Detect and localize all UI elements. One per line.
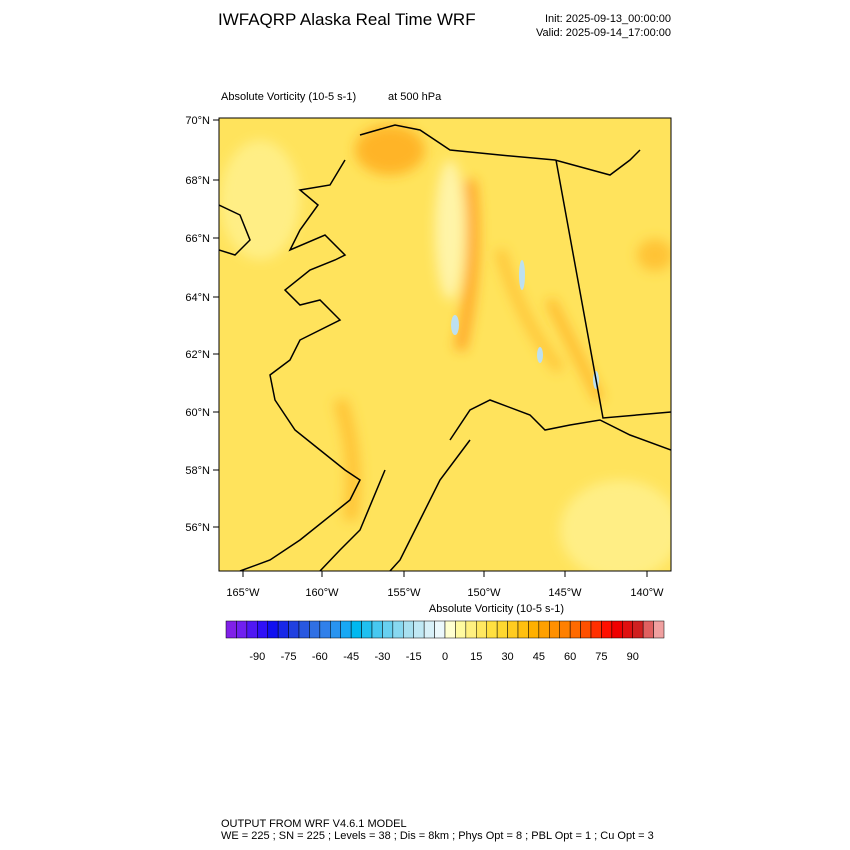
colorbar-box (528, 620, 540, 639)
lon-label: 145°W (548, 587, 582, 599)
colorbar-tick-label: 30 (501, 651, 513, 663)
colorbar-box (267, 620, 279, 639)
colorbar-tick-label: 45 (533, 651, 545, 663)
lat-label: 70°N (185, 115, 210, 127)
colorbar-tick-label: 15 (470, 651, 482, 663)
footer-line: WE = 225 ; SN = 225 ; Levels = 38 ; Dis … (221, 830, 654, 842)
colorbar-tick-label: -60 (312, 651, 328, 663)
colorbar-box (371, 620, 383, 639)
lon-label: 160°W (305, 587, 339, 599)
colorbar-box (350, 620, 362, 639)
lat-label: 62°N (185, 349, 210, 361)
colorbar-box (413, 620, 425, 639)
colorbar-box (288, 620, 300, 639)
colorbar-box (392, 620, 404, 639)
init-time: Init: 2025-09-13_00:00:00 (545, 13, 671, 25)
lat-label: 66°N (185, 233, 210, 245)
colorbar-tick-label: 90 (627, 651, 639, 663)
colorbar-box (517, 620, 529, 639)
map-frame (218, 117, 672, 572)
colorbar-box (622, 620, 633, 639)
colorbar-box (246, 620, 258, 639)
level-label: at 500 hPa (388, 91, 442, 103)
colorbar-box (298, 620, 310, 639)
colorbar-tick-label: 60 (564, 651, 576, 663)
colorbar-box (486, 620, 498, 639)
colorbar-box (507, 620, 519, 639)
lon-label: 140°W (630, 587, 664, 599)
colorbar-box (361, 620, 373, 639)
colorbar-tick-label: 0 (442, 651, 448, 663)
map-field (219, 118, 671, 571)
colorbar-box (236, 620, 248, 639)
title: IWFAQRP Alaska Real Time WRF (218, 10, 476, 29)
colorbar-box (403, 620, 414, 639)
colorbar-tick-label: 75 (595, 651, 607, 663)
colorbar-box (257, 620, 268, 639)
colorbar-box (330, 620, 341, 639)
colorbar-box (434, 620, 446, 639)
lon-label: 165°W (226, 587, 260, 599)
colorbar-box (423, 620, 435, 639)
colorbar-box (309, 620, 321, 639)
lat-label: 56°N (185, 522, 210, 534)
colorbar-box (580, 620, 592, 639)
colorbar-box (632, 620, 644, 639)
coastlines (219, 124, 671, 571)
colorbar-box (382, 620, 394, 639)
colorbar-box (476, 620, 487, 639)
lat-label: 64°N (185, 292, 210, 304)
lat-label: 60°N (185, 407, 210, 419)
colorbar-box (601, 620, 613, 639)
colorbar-box (611, 620, 623, 639)
colorbar-box (455, 620, 467, 639)
colorbar-box (642, 620, 654, 639)
colorbar-box (538, 620, 550, 639)
lon-label: 155°W (387, 587, 421, 599)
colorbar-box (444, 620, 456, 639)
colorbar-tick-label: -90 (249, 651, 265, 663)
colorbar-box (549, 620, 560, 639)
colorbar-tick-label: -15 (406, 651, 422, 663)
lon-label: 150°W (467, 587, 501, 599)
colorbar-box (340, 620, 352, 639)
colorbar-box (225, 620, 237, 639)
colorbar-box (496, 620, 508, 639)
colorbar-tick-label: -45 (343, 651, 359, 663)
lat-label: 68°N (185, 175, 210, 187)
colorbar-box (569, 620, 581, 639)
lat-label: 58°N (185, 465, 210, 477)
colorbar-tick-label: -30 (374, 651, 390, 663)
colorbar-box (590, 620, 602, 639)
colorbar-box (559, 620, 571, 639)
footer-line: OUTPUT FROM WRF V4.6.1 MODEL (221, 818, 407, 830)
colorbar-box (653, 620, 665, 639)
colorbar-title: Absolute Vorticity (10-5 s-1) (429, 603, 564, 615)
colorbar-box (465, 620, 477, 639)
colorbar-tick-label: -75 (281, 651, 297, 663)
valid-time: Valid: 2025-09-14_17:00:00 (536, 27, 671, 39)
field-label: Absolute Vorticity (10-5 s-1) (221, 91, 356, 103)
colorbar-box (319, 620, 331, 639)
colorbar-box (277, 620, 289, 639)
